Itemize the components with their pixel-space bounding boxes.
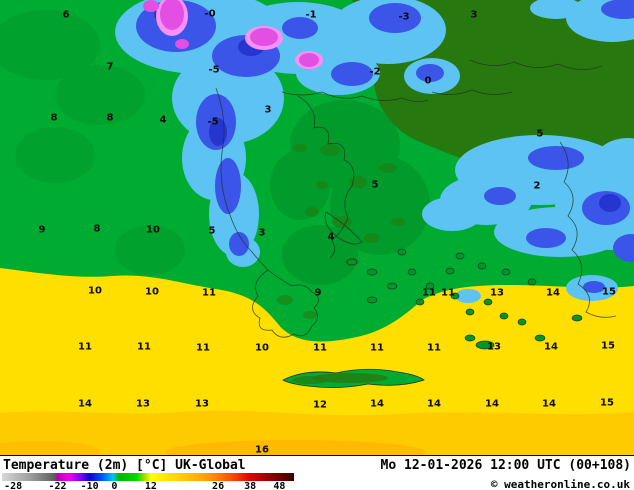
temperature-label: 11 <box>422 287 436 299</box>
temperature-label: 3 <box>258 227 266 239</box>
temperature-label: 15 <box>602 286 616 298</box>
map-timestamp: Mo 12-01-2026 12:00 UTC (00+108) <box>380 458 631 473</box>
temperature-label: 7 <box>106 61 114 73</box>
temperature-label: 8 <box>50 112 58 124</box>
temperature-label: 0 <box>424 75 432 87</box>
temperature-label: 5 <box>208 225 216 237</box>
temperature-label: 10 <box>255 342 269 354</box>
temperature-label: 13 <box>490 287 504 299</box>
temperature-label: 10 <box>145 286 159 298</box>
temperature-label: 11 <box>196 342 210 354</box>
scale-tick-label: -22 <box>48 481 67 490</box>
temperature-label: 11 <box>370 342 384 354</box>
temperature-label: 14 <box>78 398 92 410</box>
temperature-label: 3 <box>470 9 478 21</box>
temperature-label: 10 <box>146 224 160 236</box>
scale-tick-label: 0 <box>111 481 118 490</box>
color-scale-bar <box>2 473 294 481</box>
temperature-label: 8 <box>93 223 101 235</box>
scale-tick-label: 38 <box>244 481 257 490</box>
temperature-label: 11 <box>78 341 92 353</box>
temperature-label: 12 <box>313 399 327 411</box>
temperature-label: 16 <box>255 444 269 456</box>
temperature-label: -5 <box>208 64 220 76</box>
temperature-label: -5 <box>207 116 219 128</box>
map-title: Temperature (2m) [°C] UK-Global <box>3 458 246 473</box>
temperature-label: 14 <box>544 341 558 353</box>
temperature-label: 13 <box>195 398 209 410</box>
scale-tick-label: -10 <box>80 481 99 490</box>
copyright: © weatheronline.co.uk <box>490 478 630 490</box>
color-scale-ticks: -28 -22 -10 0 12 26 38 48 <box>2 481 294 490</box>
scale-tick-label: 26 <box>212 481 225 490</box>
temperature-label: 14 <box>546 287 560 299</box>
status-bar: Temperature (2m) [°C] UK-Global Mo 12-01… <box>0 455 634 490</box>
temperature-label: 5 <box>536 128 544 140</box>
scale-tick-label: 12 <box>144 481 157 490</box>
temperature-label: 5 <box>371 179 379 191</box>
temperature-label: 4 <box>327 231 335 243</box>
temperature-label: 11 <box>313 342 327 354</box>
temperature-label: 15 <box>600 397 614 409</box>
temperature-label: 10 <box>88 285 102 297</box>
temperature-label: 3 <box>264 104 272 116</box>
temperature-label: 9 <box>314 287 322 299</box>
temperature-map: 6 -0 -1 -3 3 7 -5 -2 0 8 8 4 -5 3 5 5 2 9 8 10 5 3 4 10 10 11 9 11 1… <box>0 0 634 455</box>
temperature-label: 14 <box>370 398 384 410</box>
scale-tick-label: 48 <box>273 481 286 490</box>
temperature-label: 11 <box>427 342 441 354</box>
temperature-label: 6 <box>62 9 70 21</box>
temperature-label: -1 <box>305 9 317 21</box>
temperature-label: 2 <box>533 180 541 192</box>
temperature-label: 13 <box>136 398 150 410</box>
temperature-field-graphic <box>0 0 634 455</box>
temperature-label: 4 <box>159 114 167 126</box>
temperature-label: -3 <box>398 11 410 23</box>
temperature-label: 11 <box>137 341 151 353</box>
temperature-label: 14 <box>427 398 441 410</box>
temperature-label: -2 <box>369 66 381 78</box>
temperature-labels-layer: 6 -0 -1 -3 3 7 -5 -2 0 8 8 4 -5 3 5 5 2 9 8 10 5 3 4 10 10 11 9 11 1… <box>38 8 616 456</box>
scale-tick-label: -28 <box>4 481 23 490</box>
temperature-label: 14 <box>485 398 499 410</box>
temperature-label: 11 <box>441 287 455 299</box>
temperature-label: 13 <box>487 341 501 353</box>
temperature-label: 9 <box>38 224 46 236</box>
temperature-label: 15 <box>601 340 615 352</box>
temperature-label: 8 <box>106 112 114 124</box>
temperature-label: 14 <box>542 398 556 410</box>
temperature-label: 11 <box>202 287 216 299</box>
temperature-label: -0 <box>204 8 216 20</box>
